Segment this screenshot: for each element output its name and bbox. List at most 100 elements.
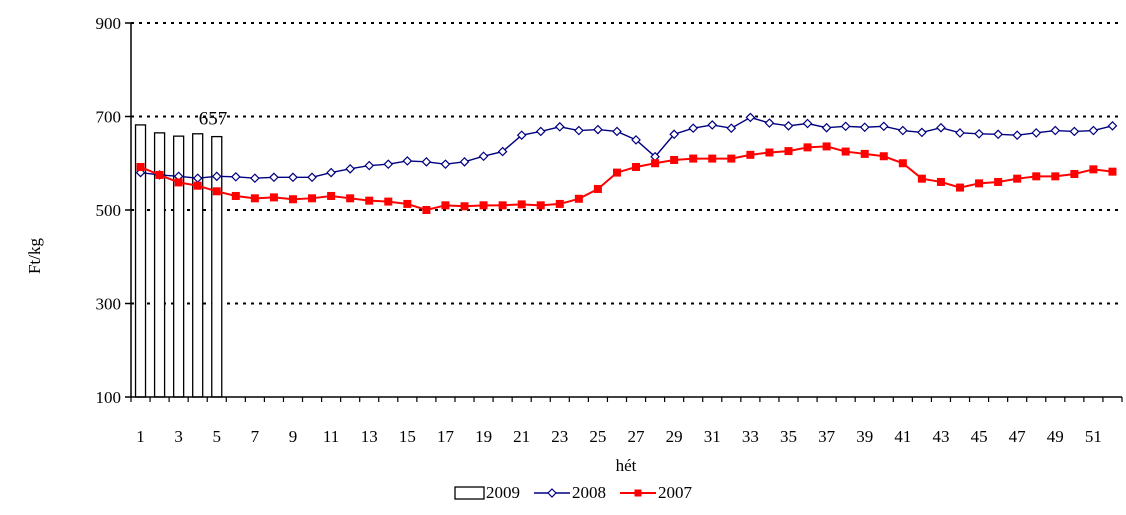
- legend: 2009 2008 2007: [454, 483, 693, 502]
- x-tick-label: 17: [437, 427, 455, 446]
- data-point: [497, 146, 508, 157]
- y-tick-label: 300: [96, 295, 122, 314]
- data-point: [707, 120, 718, 130]
- legend-label: 2007: [658, 483, 693, 502]
- data-point: [403, 199, 412, 208]
- data-point: [936, 122, 946, 133]
- data-point: [250, 173, 260, 184]
- x-tick-label: 27: [628, 427, 646, 446]
- x-tick-label: 5: [213, 427, 222, 446]
- data-point: [936, 177, 945, 186]
- x-axis-label: hét: [616, 456, 637, 475]
- data-point: [917, 127, 927, 138]
- data-point: [764, 118, 775, 128]
- data-point: [441, 201, 450, 210]
- x-tick-label: 31: [704, 427, 721, 446]
- y-axis-label: Ft/kg: [25, 238, 44, 274]
- data-point: [784, 147, 793, 156]
- bar-annotation: 657: [199, 109, 228, 130]
- data-point: [478, 151, 489, 162]
- data-point: [593, 184, 602, 193]
- data-point: [993, 129, 1003, 140]
- data-point: [460, 202, 469, 211]
- series-line: [140, 116, 1113, 179]
- data-point: [384, 197, 393, 206]
- data-point: [631, 135, 641, 145]
- data-point: [230, 171, 241, 182]
- data-point: [498, 201, 507, 210]
- data-point: [288, 172, 298, 183]
- x-tick-label: 11: [323, 427, 339, 446]
- data-point: [1089, 165, 1098, 174]
- data-point: [974, 128, 984, 139]
- data-point: [555, 199, 564, 208]
- data-point: [688, 123, 699, 134]
- x-tick-label: 13: [361, 427, 378, 446]
- data-point: [822, 142, 831, 151]
- data-point: [803, 143, 812, 152]
- x-tick-label: 9: [289, 427, 298, 446]
- data-point: [612, 126, 622, 137]
- series-2007: [136, 142, 1117, 214]
- legend-swatch: [454, 486, 485, 500]
- data-point: [1070, 170, 1079, 179]
- data-point: [440, 159, 451, 170]
- data-point: [955, 128, 965, 138]
- legend-item-2007: 2007: [620, 483, 693, 502]
- x-tick-label: 15: [399, 427, 416, 446]
- legend-item-2008: 2008: [534, 483, 606, 502]
- data-point: [307, 172, 317, 183]
- legend-marker: [634, 489, 642, 497]
- data-point: [383, 159, 394, 170]
- data-point: [536, 201, 545, 210]
- data-point: [897, 125, 908, 136]
- data-point: [726, 123, 737, 134]
- data-point: [193, 181, 202, 190]
- data-point: [632, 162, 641, 171]
- data-point: [689, 154, 698, 163]
- data-point: [746, 150, 755, 159]
- data-point: [898, 159, 907, 168]
- data-point: [269, 193, 278, 202]
- data-point: [1051, 172, 1060, 181]
- data-point: [326, 167, 336, 178]
- data-point: [574, 194, 583, 203]
- x-tick-label: 3: [174, 427, 183, 446]
- legend-marker: [547, 488, 557, 498]
- data-point: [574, 125, 584, 136]
- data-point: [745, 112, 756, 123]
- data-point: [346, 194, 355, 203]
- data-point: [288, 195, 297, 204]
- x-tick-label: 41: [894, 427, 911, 446]
- data-point: [860, 149, 869, 158]
- x-tick-label: 45: [971, 427, 988, 446]
- data-point: [364, 160, 375, 171]
- data-point: [211, 171, 222, 182]
- data-point: [308, 194, 317, 203]
- data-point: [878, 121, 889, 132]
- data-point: [879, 152, 888, 161]
- x-tick-label: 35: [780, 427, 797, 446]
- x-tick-label: 25: [589, 427, 606, 446]
- data-point: [765, 148, 774, 157]
- annotation-label: 657: [199, 109, 228, 130]
- data-point: [975, 179, 984, 188]
- data-point: [1031, 128, 1042, 138]
- data-point: [155, 170, 164, 179]
- x-tick-label: 1: [136, 427, 145, 446]
- data-point: [783, 121, 794, 131]
- x-tick-label: 49: [1047, 427, 1064, 446]
- legend-label: 2009: [486, 483, 520, 502]
- data-point: [402, 156, 413, 166]
- data-point: [1107, 121, 1118, 131]
- data-point: [327, 191, 336, 200]
- line-series: [135, 112, 1118, 214]
- data-point: [422, 206, 431, 214]
- data-point: [174, 178, 183, 187]
- data-point: [365, 196, 374, 205]
- data-point: [651, 159, 660, 168]
- data-point: [479, 201, 488, 210]
- gridlines: [131, 22, 1122, 305]
- data-point: [821, 122, 832, 133]
